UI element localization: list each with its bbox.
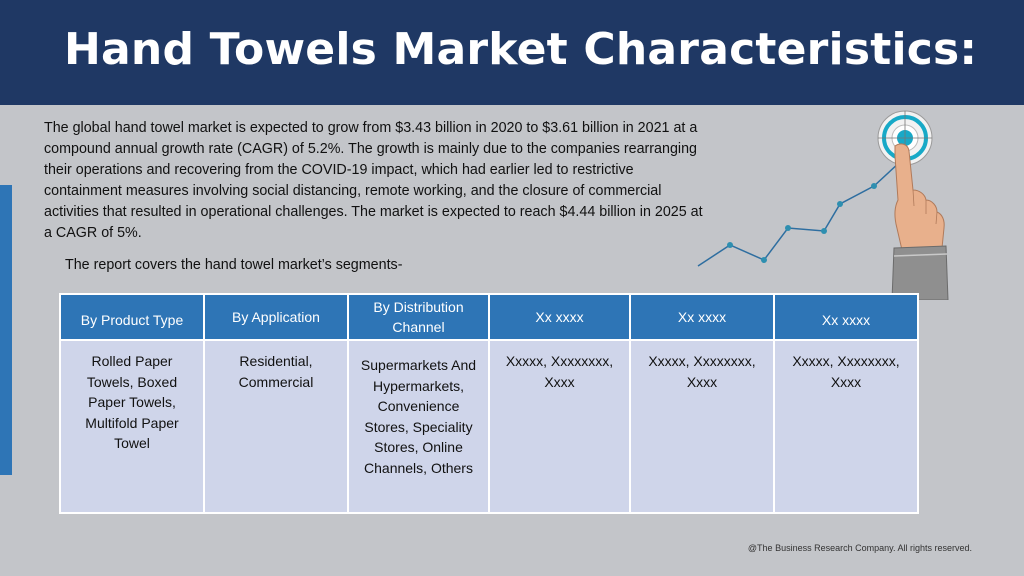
hand-icon (891, 143, 949, 300)
cell-placeholder-1: Xxxxx, Xxxxxxxx, Xxxx (488, 339, 631, 514)
table-header-row: By Product Type By Application By Distri… (59, 293, 919, 341)
header-product-type: By Product Type (59, 293, 205, 341)
cell-distribution-channel: Supermarkets And Hypermarkets, Convenien… (347, 339, 490, 514)
trend-points (727, 183, 877, 263)
header-placeholder-1: Xx xxxx (488, 293, 631, 341)
hand-pointing-target-icon (697, 110, 949, 300)
header-distribution-channel: By Distribution Channel (347, 293, 490, 341)
trend-line (697, 161, 901, 267)
copyright-footer: @The Business Research Company. All righ… (747, 543, 972, 553)
segments-table: By Product Type By Application By Distri… (59, 293, 919, 514)
accent-bar (0, 185, 12, 475)
header-placeholder-3: Xx xxxx (773, 293, 919, 341)
cell-application: Residential, Commercial (203, 339, 349, 514)
segments-note: The report covers the hand towel market’… (65, 257, 403, 273)
header-placeholder-2: Xx xxxx (629, 293, 775, 341)
title-bar: Hand Towels Market Characteristics: (0, 0, 1024, 105)
cell-product-type: Rolled Paper Towels, Boxed Paper Towels,… (59, 339, 205, 514)
cell-placeholder-3: Xxxxx, Xxxxxxxx, Xxxx (773, 339, 919, 514)
header-application: By Application (203, 293, 349, 341)
cell-placeholder-2: Xxxxx, Xxxxxxxx, Xxxx (629, 339, 775, 514)
page-title: Hand Towels Market Characteristics: (64, 24, 978, 75)
intro-paragraph: The global hand towel market is expected… (44, 120, 703, 241)
table-row: Rolled Paper Towels, Boxed Paper Towels,… (59, 339, 919, 514)
